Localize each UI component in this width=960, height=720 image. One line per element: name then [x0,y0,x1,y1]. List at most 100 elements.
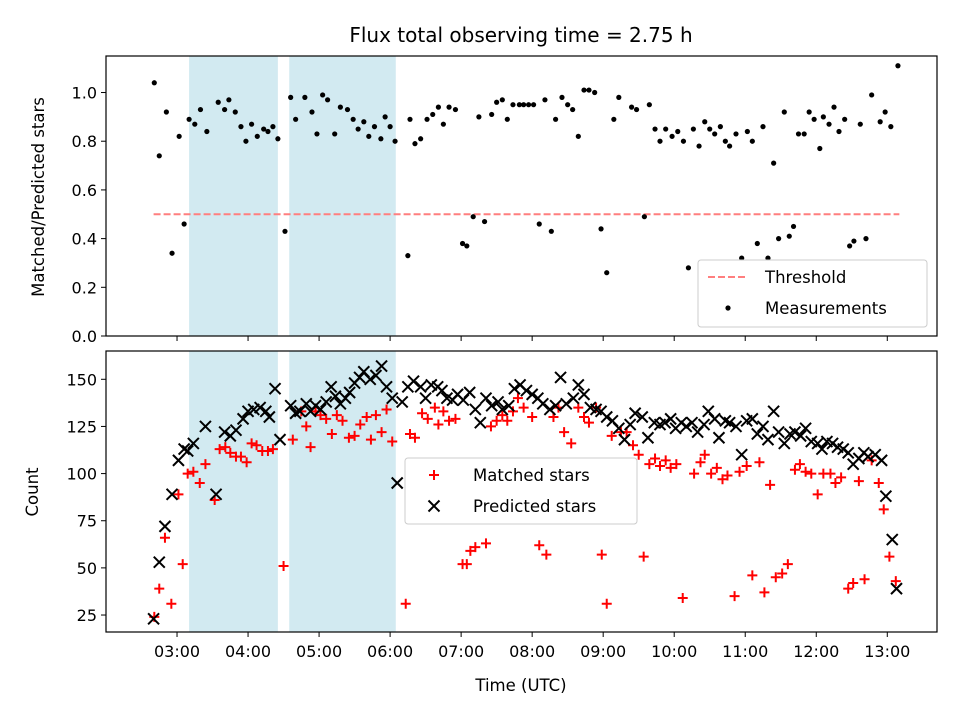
top-plot-frame [105,55,938,337]
top-measurements-point-13 [226,97,232,103]
top-measurements-point-57 [481,218,488,225]
top-measurements-point-129 [882,109,888,115]
bottom-predicted-stars-point-2 [153,556,166,569]
bottom-x-tick-label: 06:00 [367,642,413,661]
bottom-predicted-stars-point-22 [284,399,297,412]
top-measurements-point-86 [652,126,658,132]
top-measurements-point-50 [440,121,446,127]
bottom-matched-stars-point-119 [853,476,864,487]
bottom-predicted-stars-point-69 [536,397,550,411]
bottom-predicted-stars-point-110 [767,405,780,418]
bottom-predicted-stars-point-7 [181,444,194,458]
top-measurements-point-19 [261,126,267,132]
top-measurements-point-29 [320,92,326,98]
bottom-predicted-stars-point-6 [177,442,191,456]
bottom-predicted-stars-point-38 [364,373,377,386]
bottom-predicted-stars-point-95 [685,416,699,429]
top-y-tick-label: 0.8 [72,132,97,151]
bottom-predicted-stars-point-42 [386,391,399,405]
bottom-matched-stars-point-108 [789,464,800,475]
bottom-predicted-stars-point-99 [708,412,721,426]
top-measurements-point-25 [293,116,299,122]
top-measurements-point-98 [717,124,723,130]
bottom-predicted-stars-point-133 [890,582,903,595]
top-measurements-point-131 [895,63,901,69]
top-measurements-point-39 [378,136,384,142]
top-measurements-point-8 [192,121,198,127]
bottom-predicted-stars-point-21 [273,433,287,446]
bottom-matched-stars-point-7 [182,468,193,479]
bottom-matched-stars-point-50 [438,406,449,417]
top-measurements-point-15 [238,124,244,130]
top-measurements-point-123 [847,243,853,249]
top-measurements-point-26 [302,94,308,100]
top-measurements-point-62 [510,102,516,108]
top-measurements-point-11 [215,99,221,105]
top-measurements-point-80 [611,116,617,122]
top-measurements-point-76 [586,87,592,93]
x-axis-label: Time (UTC) [474,676,566,695]
bottom-predicted-stars-point-119 [815,442,829,456]
bottom-matched-stars-point-36 [355,419,366,430]
bottom-shaded-interval-2 [289,351,396,632]
top-measurements-point-74 [575,133,581,139]
bottom-predicted-stars-point-97 [697,418,711,431]
top-measurements-point-38 [371,124,378,130]
top-y-tick-label: 0.0 [72,327,97,346]
bottom-predicted-stars-point-34 [343,386,356,399]
bottom-x-tick-label: 10:00 [651,642,697,661]
bottom-predicted-stars-point-41 [380,380,393,394]
bottom-predicted-stars-point-72 [554,371,567,384]
bottom-x-tick-label: 05:00 [296,642,342,661]
bottom-predicted-stars-point-128 [861,450,875,463]
top-measurements-point-97 [712,131,718,137]
bottom-matched-stars-point-83 [638,551,649,562]
bottom-matched-stars-point-63 [512,393,523,404]
bottom-matched-stars-point-71 [566,438,577,449]
bottom-matched-stars-point-97 [722,470,733,481]
bottom-matched-stars-point-84 [644,459,655,470]
top-measurements-point-112 [790,223,797,230]
bottom-matched-stars-point-8 [188,466,199,477]
bottom-predicted-stars-point-29 [319,395,333,409]
bottom-matched-stars-point-92 [695,457,706,468]
bottom-predicted-stars-point-116 [799,422,812,435]
bottom-predicted-stars-point-114 [788,425,802,439]
bottom-predicted-stars-point-83 [618,433,631,446]
top-measurements-point-9 [197,106,204,113]
bottom-matched-stars-point-100 [741,461,752,472]
bottom-matched-stars-point-21 [262,445,273,456]
bottom-matched-stars-point-48 [429,402,440,413]
bottom-matched-stars-point-104 [765,479,776,490]
bottom-predicted-stars-point-70 [543,403,557,416]
bottom-plot-frame [105,350,938,633]
top-measurements-point-52 [452,106,459,113]
bottom-matched-stars-point-59 [491,415,502,426]
top-measurements-point-104 [749,138,755,144]
bottom-predicted-stars-point-130 [875,454,888,467]
top-panel: 0.0 0.2 0.4 0.6 0.8 1.0 Threshold Measurements [72,55,938,346]
bottom-matched-stars-point-82 [633,449,644,460]
top-measurements-point-35 [355,126,361,132]
bottom-matched-stars-point-110 [800,466,811,477]
top-measurements-point-83 [633,106,640,113]
bottom-matched-stars-point-38 [365,434,376,445]
top-measurements-point-51 [446,104,452,110]
top-measurements-point-61 [504,116,510,122]
bottom-matched-stars-point-91 [689,468,700,479]
chart-title: Flux total observing time = 2.75 h [349,23,692,47]
top-measurements-point-82 [628,104,635,110]
bottom-matched-stars-point-57 [480,538,491,549]
top-measurements-point-18 [254,133,260,139]
bottom-matched-stars-point-93 [699,449,710,460]
bottom-matched-stars-point-35 [349,430,360,441]
bottom-matched-stars-point-43 [400,598,411,609]
bottom-matched-stars-point-56 [470,542,481,553]
bottom-predicted-stars-point-63 [502,399,515,412]
bottom-x-tick-label: 08:00 [509,642,555,661]
bottom-matched-stars-point-99 [734,466,745,477]
bottom-y-tick-label: 50 [77,559,97,578]
top-measurements-point-87 [657,138,663,144]
bottom-matched-stars-point-58 [485,421,496,432]
bottom-matched-stars-point-49 [433,419,444,430]
